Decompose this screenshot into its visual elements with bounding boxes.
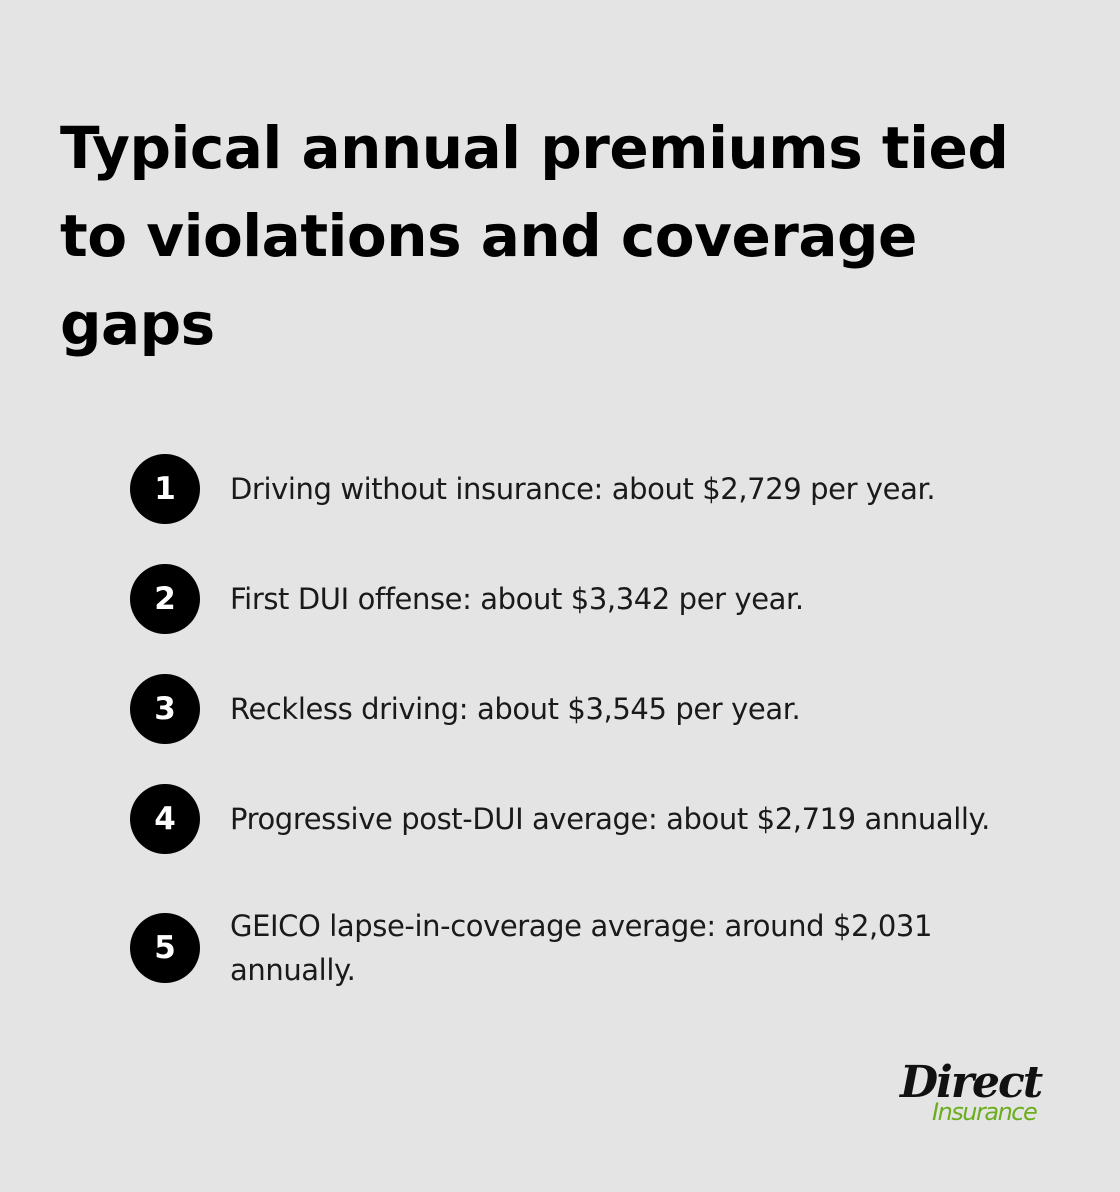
direct-insurance-logo: Direct Insurance [900, 1058, 1060, 1130]
logo-wordmark-insurance: Insurance [932, 1098, 1038, 1126]
number-badge: 4 [130, 784, 200, 854]
list-item: 5 GEICO lapse-in-coverage average: aroun… [130, 904, 1050, 992]
page-title: Typical annual premiums tied to violatio… [60, 114, 1009, 358]
number-badge: 5 [130, 913, 200, 983]
list-item-text: GEICO lapse-in-coverage average: around … [230, 909, 933, 987]
list-item-text: Progressive post-DUI average: about $2,7… [230, 802, 990, 836]
logo-wordmark-direct: Direct [900, 1057, 1043, 1108]
number-badge: 2 [130, 564, 200, 634]
list-item: 3 Reckless driving: about $3,545 per yea… [130, 674, 1050, 744]
list-item-text: First DUI offense: about $3,342 per year… [230, 582, 804, 616]
number-badge: 1 [130, 454, 200, 524]
list-item-text: Driving without insurance: about $2,729 … [230, 472, 936, 506]
list-item: 1 Driving without insurance: about $2,72… [130, 454, 1050, 524]
list-item-text: Reckless driving: about $3,545 per year. [230, 692, 801, 726]
list-item: 4 Progressive post-DUI average: about $2… [130, 784, 1050, 854]
list-item: 2 First DUI offense: about $3,342 per ye… [130, 564, 1050, 634]
number-badge: 3 [130, 674, 200, 744]
